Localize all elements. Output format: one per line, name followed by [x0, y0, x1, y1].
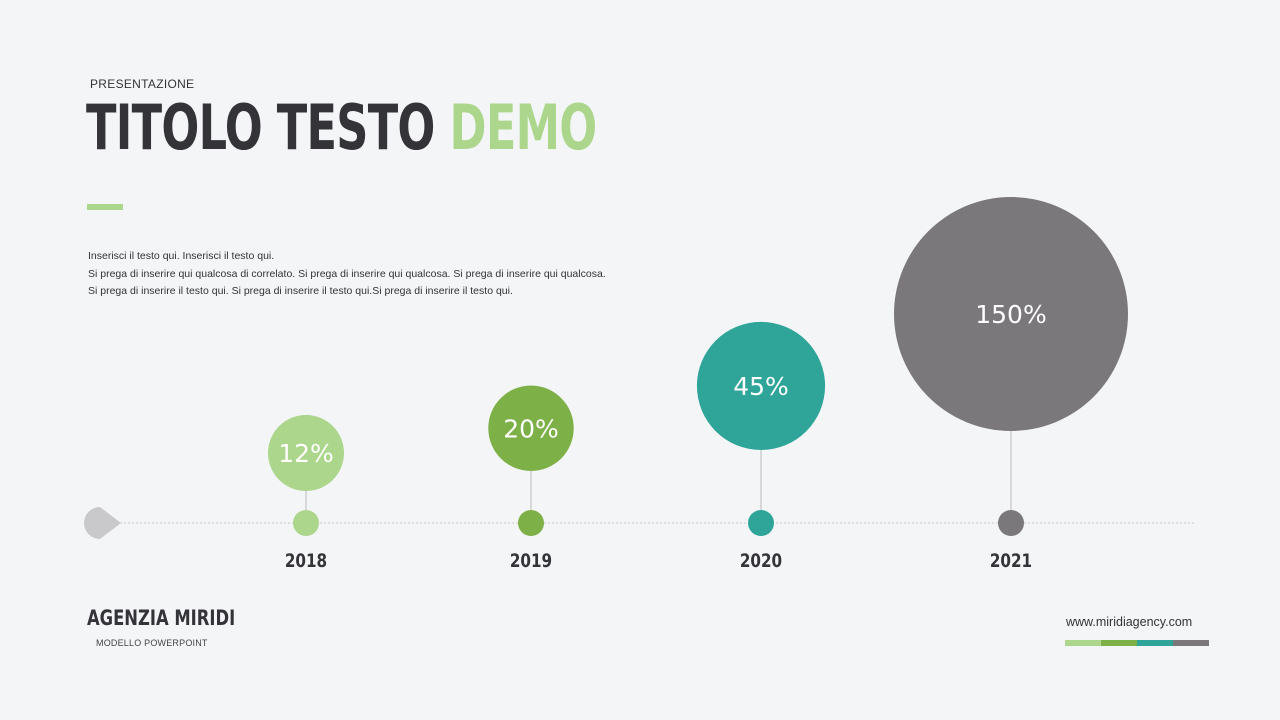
bubble-2020 [696, 321, 826, 451]
color-strip-segment [1101, 640, 1137, 646]
body-line-3: Si prega di inserire il testo qui. Si pr… [88, 285, 513, 297]
timeline-start-marker [84, 507, 121, 539]
color-strip [1065, 640, 1209, 646]
website-url: www.miridiagency.com [1066, 615, 1193, 629]
title-accent-bar [87, 204, 123, 210]
year-label-2019: 2019 [510, 550, 552, 572]
body-line-1: Inserisci il testo qui. Inserisci il tes… [88, 250, 275, 262]
year-label-2018: 2018 [285, 550, 327, 572]
axis-dot-2021 [998, 510, 1024, 536]
body-text: Inserisci il testo qui. Inserisci il tes… [88, 248, 606, 301]
page-title: TITOLO TESTO DEMO [86, 92, 597, 164]
bubble-label-2018: 12% [278, 439, 334, 468]
bubble-label-2020: 45% [733, 372, 789, 401]
presentation-label: PRESENTAZIONE [90, 77, 195, 91]
bubble-label-2021: 150% [975, 300, 1046, 329]
axis-dot-2018 [293, 510, 319, 536]
year-label-2020: 2020 [740, 550, 782, 572]
color-strip-segment [1137, 640, 1173, 646]
title-highlight: DEMO [449, 91, 597, 164]
bubble-label-2019: 20% [503, 414, 559, 443]
color-strip-segment [1173, 640, 1209, 646]
agency-name: AGENZIA MIRIDI [87, 606, 236, 630]
year-label-2021: 2021 [990, 550, 1032, 572]
color-strip-segment [1065, 640, 1101, 646]
bubble-2021 [894, 197, 1128, 431]
agency-subtitle: MODELLO POWERPOINT [96, 638, 208, 648]
axis-dot-2020 [748, 510, 774, 536]
bubble-2018 [268, 415, 344, 491]
body-line-2: Si prega di inserire qui qualcosa di cor… [88, 267, 606, 280]
title-main: TITOLO TESTO [86, 91, 435, 164]
axis-dot-2019 [518, 510, 544, 536]
bubble-2019 [488, 385, 574, 471]
